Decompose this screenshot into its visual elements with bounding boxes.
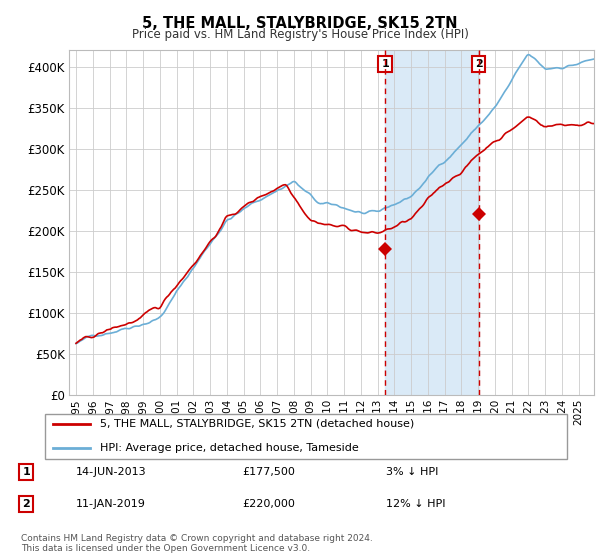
Text: 2: 2 (23, 499, 30, 509)
Text: 1: 1 (381, 59, 389, 69)
Text: 14-JUN-2013: 14-JUN-2013 (76, 467, 146, 477)
Text: 3% ↓ HPI: 3% ↓ HPI (386, 467, 439, 477)
Text: Contains HM Land Registry data © Crown copyright and database right 2024.
This d: Contains HM Land Registry data © Crown c… (21, 534, 373, 553)
Text: Price paid vs. HM Land Registry's House Price Index (HPI): Price paid vs. HM Land Registry's House … (131, 28, 469, 41)
Text: £177,500: £177,500 (242, 467, 295, 477)
Text: 5, THE MALL, STALYBRIDGE, SK15 2TN (detached house): 5, THE MALL, STALYBRIDGE, SK15 2TN (deta… (100, 419, 415, 429)
Text: HPI: Average price, detached house, Tameside: HPI: Average price, detached house, Tame… (100, 443, 359, 453)
Text: 1: 1 (23, 467, 30, 477)
Bar (385, 50, 479, 395)
Text: 12% ↓ HPI: 12% ↓ HPI (386, 499, 446, 509)
Text: £220,000: £220,000 (242, 499, 295, 509)
Text: 2: 2 (475, 59, 482, 69)
FancyBboxPatch shape (44, 414, 568, 459)
Text: 5, THE MALL, STALYBRIDGE, SK15 2TN: 5, THE MALL, STALYBRIDGE, SK15 2TN (142, 16, 458, 31)
Text: 11-JAN-2019: 11-JAN-2019 (76, 499, 145, 509)
